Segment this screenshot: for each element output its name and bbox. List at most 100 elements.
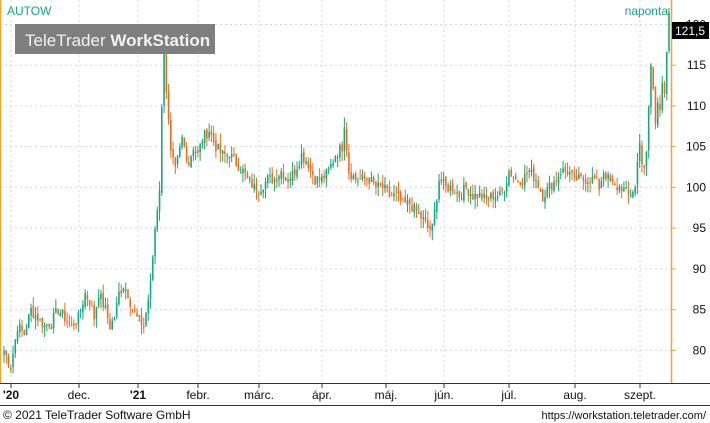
candle-body (449, 185, 452, 191)
candle-body (582, 177, 585, 181)
candle-body (104, 305, 107, 308)
candle-body (208, 131, 210, 138)
candle-body (501, 189, 503, 191)
candle-body (18, 324, 21, 333)
candle-body (255, 184, 258, 192)
candle-body (147, 299, 150, 314)
candle-body (496, 196, 499, 198)
candle-body (454, 193, 456, 195)
watermark-brand-light: TeleTrader (25, 31, 110, 50)
candle-body (273, 179, 276, 183)
last-price-box (672, 22, 709, 39)
candle-body (381, 183, 384, 188)
candle-body (244, 168, 246, 173)
candle-body (190, 156, 192, 168)
candle-body (309, 165, 312, 169)
candle-body (321, 176, 323, 182)
candle-body (544, 197, 546, 203)
candle-body (345, 129, 348, 151)
candle-body (607, 174, 609, 179)
candle-body (237, 164, 240, 172)
candle-body (239, 172, 242, 174)
watermark-text: TeleTrader WorkStation (25, 31, 210, 50)
candle-body (456, 192, 458, 194)
candle-body (327, 168, 330, 170)
candle-body (417, 212, 420, 214)
candle-body (487, 197, 490, 200)
candle-body (339, 145, 341, 158)
candle-body (616, 187, 618, 190)
candle-body (352, 175, 355, 180)
candle-body (460, 198, 463, 200)
candle-body (3, 350, 5, 355)
source-url[interactable]: https://workstation.teletrader.com/ (542, 410, 707, 422)
candle-body (7, 355, 10, 366)
candle-body (163, 36, 165, 106)
candle-body (284, 178, 287, 180)
copyright-text: © 2021 TeleTrader Software GmbH (3, 408, 191, 422)
candle-body (233, 154, 235, 156)
candle-body (625, 187, 627, 189)
candle-body (289, 178, 292, 182)
candle-body (12, 353, 14, 368)
watermark: TeleTrader WorkStation (15, 24, 215, 54)
candle-body (325, 168, 328, 180)
candle-body (248, 177, 251, 180)
candle-body (433, 209, 436, 226)
candle-body (129, 299, 132, 307)
candle-body (296, 169, 298, 177)
candle-body (650, 64, 652, 108)
candle-body (127, 289, 129, 299)
y-tick-label: 100 (686, 180, 706, 194)
candle-body (262, 190, 265, 193)
candle-body (52, 312, 55, 329)
candle-body (167, 91, 170, 120)
candle-body (596, 177, 598, 179)
candle-body (88, 300, 91, 306)
candle-body (165, 38, 168, 93)
candle-body (614, 183, 616, 186)
candle-body (336, 156, 339, 158)
candle-body (483, 193, 485, 198)
candle-body (481, 194, 483, 200)
candle-body (357, 180, 359, 182)
candle-body (318, 177, 321, 180)
candle-body (469, 194, 472, 197)
candle-body (363, 176, 366, 179)
last-price-marker: 121,5 (672, 22, 709, 39)
candle-body (526, 172, 528, 175)
candle-body (82, 304, 84, 313)
candle-body (573, 172, 576, 175)
candle-body (424, 216, 427, 221)
candle-body (120, 290, 123, 294)
candle-body (580, 173, 582, 176)
candle-body (124, 289, 127, 291)
candlestick-series (3, 7, 670, 374)
candle-body (348, 152, 350, 174)
candle-body (399, 192, 402, 201)
candle-body (632, 192, 634, 197)
candle-body (197, 149, 199, 153)
candle-body (535, 180, 537, 182)
candle-body (591, 176, 594, 183)
y-tick-label: 115 (687, 58, 706, 72)
candle-body (517, 180, 519, 182)
candle-body (212, 132, 215, 142)
watermark-box (15, 24, 215, 54)
candle-body (512, 177, 515, 179)
y-tick-label: 95 (693, 221, 707, 235)
candle-body (206, 129, 208, 139)
y-tick-label: 80 (693, 343, 707, 357)
candle-body (404, 196, 407, 203)
candle-body (260, 192, 262, 195)
last-price-label: 121,5 (675, 24, 705, 38)
candle-body (113, 318, 116, 321)
candle-body (636, 162, 639, 185)
candle-body (634, 186, 636, 194)
candle-body (230, 154, 233, 158)
candle-body (280, 171, 283, 179)
candle-body (663, 83, 666, 93)
candle-body (605, 172, 607, 180)
x-axis: '20 dec. '21 febr. márc. ápr. máj. jún. júl. aug.… (3, 383, 656, 402)
candle-body (133, 310, 136, 312)
